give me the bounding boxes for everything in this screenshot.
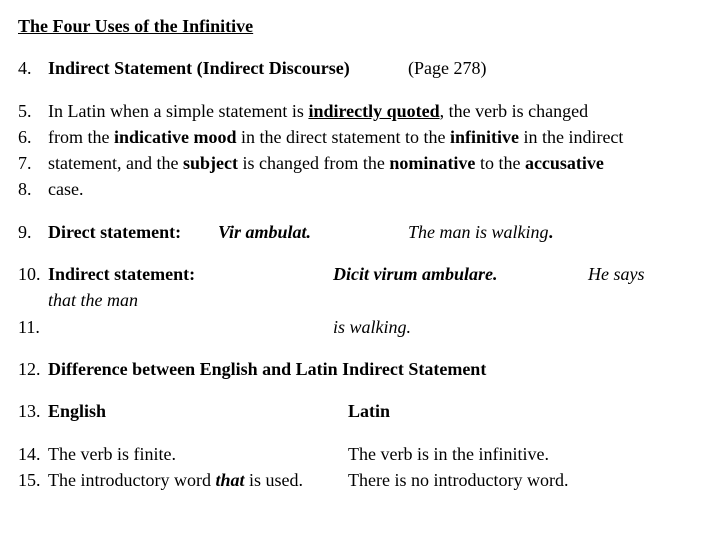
para-t3b: subject [183,153,238,173]
line11-eng: is walking. [333,315,588,339]
num-13: 13. [18,399,48,423]
line13-right: Latin [348,399,702,423]
line-13: 13. English Latin [18,399,702,423]
line10-label: Indirect statement: [48,262,333,286]
num-12: 12. [18,357,48,381]
line10-eng: He says [588,262,702,286]
line9-dot: . [549,222,554,242]
line9-label: Direct statement: [48,220,218,244]
num-9: 9. [18,220,48,244]
line10-cont: that the man [48,288,702,312]
num-8: 8. [18,177,48,201]
para-t3c: is changed from the [238,153,389,173]
para-t2a: from the [48,127,114,147]
para-t1b: indirectly quoted [308,101,439,121]
para-t3e: to the [475,153,525,173]
table-14-15: 14. The verb is finite. The verb is in t… [18,442,702,493]
num-14: 14. [18,442,48,466]
line-12: 12. Difference between English and Latin… [18,357,702,381]
num-7: 7. [18,151,48,175]
line-10-11: 10. Indirect statement: Dicit virum ambu… [18,262,702,339]
para-t1c: , the verb is changed [440,101,588,121]
line15-right: There is no introductory word. [348,468,702,492]
page-title: The Four Uses of the Infinitive [18,14,702,38]
item4-label: Indirect Statement (Indirect Discourse) [48,56,408,80]
num-15: 15. [18,468,48,492]
line-9: 9. Direct statement: Vir ambulat. The ma… [18,220,702,244]
line15-leftA: The introductory word [48,470,215,490]
line12-text: Difference between English and Latin Ind… [48,357,702,381]
num-5: 5. [18,99,48,123]
line9-latin: Vir ambulat. [218,220,408,244]
para-t1a: In Latin when a simple statement is [48,101,308,121]
para-t2d: infinitive [450,127,519,147]
para-t3d: nominative [389,153,475,173]
line14-right: The verb is in the infinitive. [348,442,702,466]
num-10: 10. [18,262,48,286]
para-t3f: accusative [525,153,604,173]
num-4: 4. [18,56,48,80]
line13-left: English [48,399,348,423]
para-t2c: in the direct statement to the [237,127,450,147]
num-11: 11. [18,315,48,339]
para-t2e: in the indirect [519,127,623,147]
item-4: 4. Indirect Statement (Indirect Discours… [18,56,702,80]
line14-left: The verb is finite. [48,442,348,466]
paragraph-indirect: 5. In Latin when a simple statement is i… [18,99,702,202]
line15-leftB: that [215,470,244,490]
para-t2b: indicative mood [114,127,237,147]
para-t3a: statement, and the [48,153,183,173]
para-t4: case. [48,177,702,201]
line10-latin: Dicit virum ambulare. [333,262,588,286]
num-6: 6. [18,125,48,149]
item4-page: (Page 278) [408,56,486,80]
line9-eng: The man is walking [408,222,549,242]
line15-leftC: is used. [244,470,303,490]
